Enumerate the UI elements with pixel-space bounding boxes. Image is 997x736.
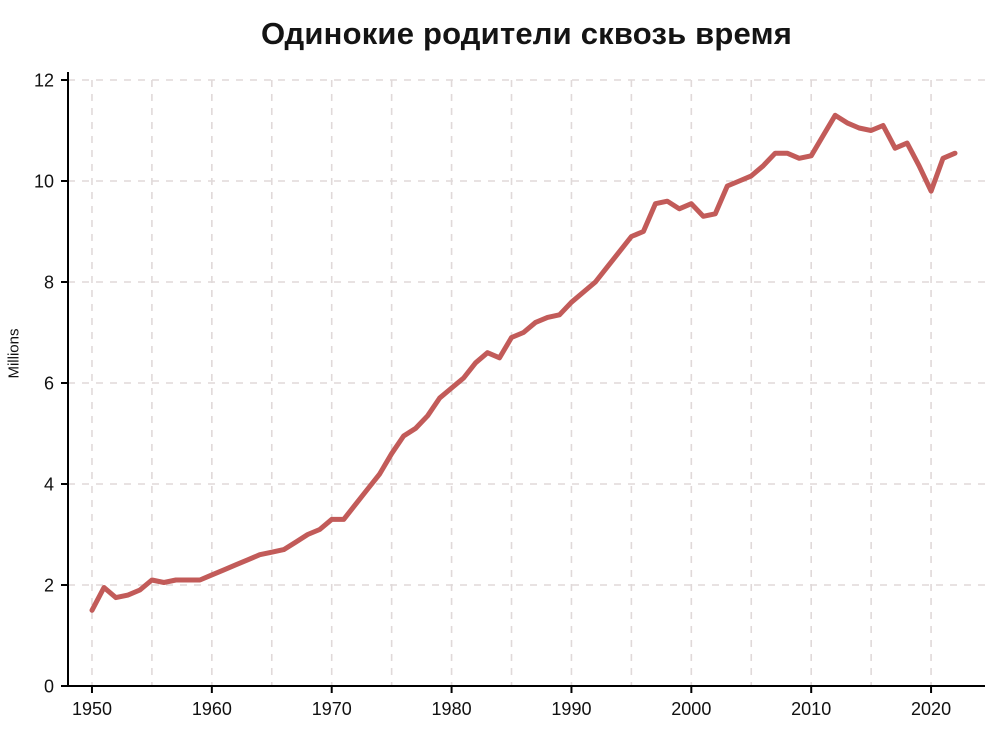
y-tick-label: 6 bbox=[44, 373, 54, 393]
data-series-line bbox=[89, 112, 958, 613]
y-tick-label: 4 bbox=[44, 474, 54, 494]
y-tick-label: 12 bbox=[34, 70, 54, 90]
x-tick-label: 1980 bbox=[432, 699, 472, 719]
x-tick-label: 2010 bbox=[791, 699, 831, 719]
x-tick-label: 1950 bbox=[72, 699, 112, 719]
x-tick-label: 1990 bbox=[551, 699, 591, 719]
chart-title: Одинокие родители сквозь время bbox=[260, 16, 792, 51]
x-tick-label: 1970 bbox=[312, 699, 352, 719]
y-tick-label: 0 bbox=[44, 676, 54, 696]
y-axis-label: Millions bbox=[5, 328, 23, 379]
x-tick-label: 2020 bbox=[911, 699, 951, 719]
y-tick-label: 8 bbox=[44, 272, 54, 292]
y-tick-label: 2 bbox=[44, 575, 54, 595]
y-tick-label: 10 bbox=[34, 171, 54, 191]
x-tick-label: 1960 bbox=[192, 699, 232, 719]
x-tick-label: 2000 bbox=[671, 699, 711, 719]
